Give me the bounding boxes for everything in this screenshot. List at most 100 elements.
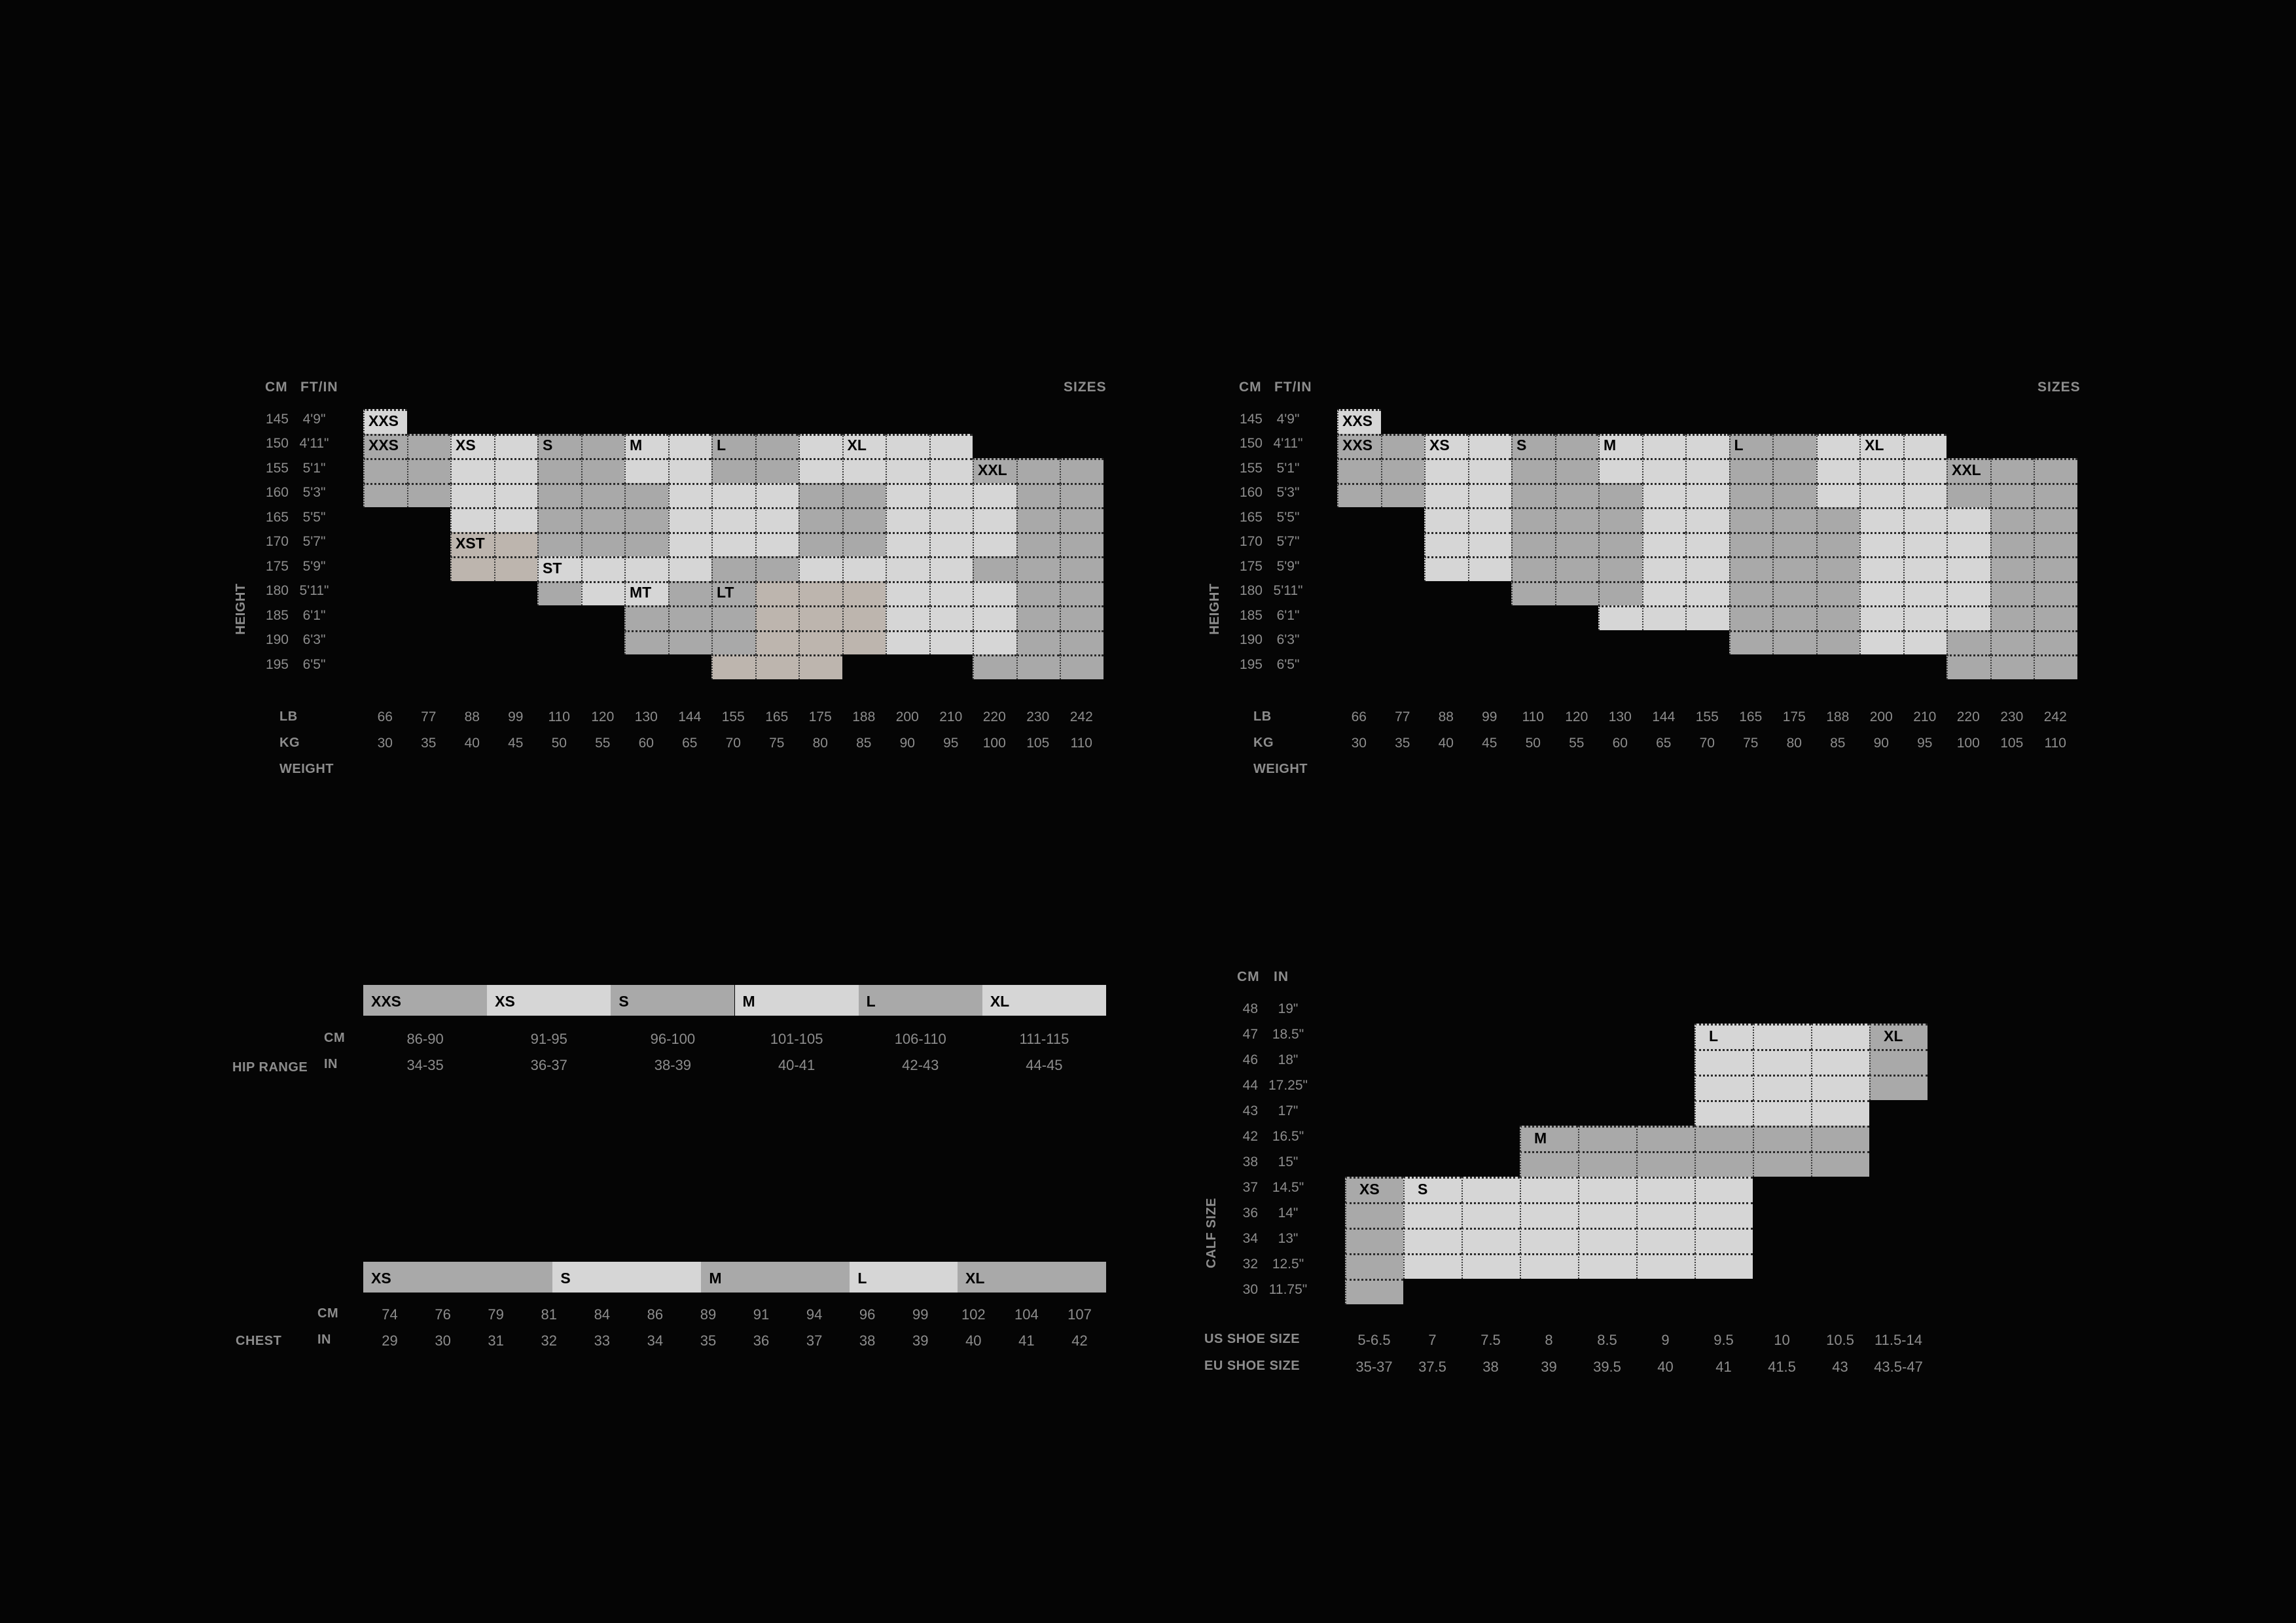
heatmap-cell [973,580,1016,605]
x-tick-lb: 99 [508,709,524,724]
y-tick-in: 12.5" [1272,1256,1304,1272]
size-tag-xxl: XXL [1952,461,1981,478]
chest-cm-value: 104 [1014,1306,1039,1323]
heatmap-cell [450,482,494,507]
x-tick-kg: 95 [943,735,959,751]
heatmap-cell [1903,605,1946,630]
x-tick-kg: 40 [464,735,480,751]
heatmap-cell [1060,654,1103,679]
heatmap-cell [755,531,798,556]
heatmap-cell [1403,1253,1462,1279]
chest-in-value: 38 [859,1332,876,1349]
x-tick-lb: 120 [591,709,615,724]
eu-shoe-value: 38 [1482,1359,1499,1375]
heatmap-cell [537,556,581,581]
heatmap-cell [1811,1024,1869,1049]
heatmap-cell [1598,580,1642,605]
heatmap-cell [1424,458,1468,483]
x-tick-kg: 60 [638,735,654,751]
heatmap-cell [1859,580,1903,605]
heatmap-cell [1990,556,2034,581]
heatmap-cell [798,482,842,507]
heatmap-cell [1060,580,1103,605]
heatmap-cell [1424,531,1468,556]
heatmap-cell [711,556,755,581]
heatmap-cell [886,630,929,654]
heatmap-cell [1990,531,2034,556]
x-tick-lb: 175 [1782,709,1806,724]
heatmap-cell [450,458,494,483]
heatmap-cell [1729,507,1772,532]
heatmap-cell [886,507,929,532]
heatmap-cell [1869,1024,1928,1049]
eu-shoe-value: 40 [1657,1359,1674,1375]
heatmap-cell [1729,531,1772,556]
heatmap-cell [1695,1253,1753,1279]
heatmap-cell [1772,507,1816,532]
size-band-label: S [560,1270,571,1287]
eu-shoe-value: 41.5 [1768,1359,1796,1375]
y-tick-cm: 175 [1239,558,1263,574]
heatmap-cell [624,507,668,532]
y-tick-ftin: 4'11" [1273,436,1303,452]
heatmap-cell [668,630,711,654]
heatmap-cell [1380,458,1424,483]
heatmap-cell [1424,433,1468,458]
heatmap-cell [1462,1202,1520,1228]
axis-header-cm: CM [1239,380,1262,395]
size-tag-xl: XL [1884,1027,1903,1044]
hip-cm-value: 106-110 [894,1031,946,1047]
heatmap-cell [1554,580,1598,605]
heatmap-cell [1816,630,1859,654]
heatmap-cell [493,482,537,507]
heatmap-cell [755,580,798,605]
heatmap-cell [1520,1228,1578,1253]
x-tick-lb: 230 [2000,709,2024,724]
heatmap-cell [886,580,929,605]
heatmap-cell [1729,433,1772,458]
x-tick-kg: 50 [551,735,567,751]
heatmap-cell [1816,580,1859,605]
heatmap-cell [1424,482,1468,507]
heatmap-cell [1520,1202,1578,1228]
heatmap-cell [755,630,798,654]
heatmap-cell [1816,556,1859,581]
x-tick-kg: 105 [2000,735,2024,751]
x-unit-kg: KG [279,735,300,750]
heatmap-cell [1903,556,1946,581]
y-tick-cm: 30 [1242,1281,1258,1297]
unit-cm: CM [324,1031,346,1045]
heatmap-cell [1695,1075,1753,1100]
heatmap-cell [1641,580,1685,605]
heatmap-cell [1772,531,1816,556]
heatmap-cell [1337,433,1381,458]
heatmap-cell [1554,531,1598,556]
chest-cm-value: 74 [382,1306,398,1323]
us-shoe-value: 9.5 [1713,1332,1734,1348]
heatmap-cell [1554,458,1598,483]
heatmap-cell [929,458,973,483]
chest-cm-value: 76 [435,1306,451,1323]
heatmap-cell [711,654,755,679]
y-tick-cm: 155 [265,460,289,476]
heatmap-cell [581,507,624,532]
heatmap-cell [1859,507,1903,532]
heatmap-cell [929,531,973,556]
heatmap-cell [493,433,537,458]
y-tick-cm: 32 [1242,1256,1258,1272]
x-unit-lb: LB [1253,709,1272,724]
x-tick-lb: 130 [1608,709,1632,724]
heatmap-cell [2034,605,2077,630]
chest-in-value: 31 [488,1332,504,1349]
heatmap-cell [537,531,581,556]
y-tick-cm: 180 [265,583,289,599]
heatmap-cell [450,507,494,532]
x-tick-kg: 95 [1917,735,1933,751]
heatmap-cell [668,531,711,556]
x-tick-lb: 242 [1069,709,1093,724]
us-shoe-value: 8.5 [1597,1332,1617,1348]
heatmap-cell [668,605,711,630]
y-tick-ftin: 6'5" [1276,656,1300,672]
heatmap-cell [1946,482,1990,507]
heatmap-cell [973,630,1016,654]
